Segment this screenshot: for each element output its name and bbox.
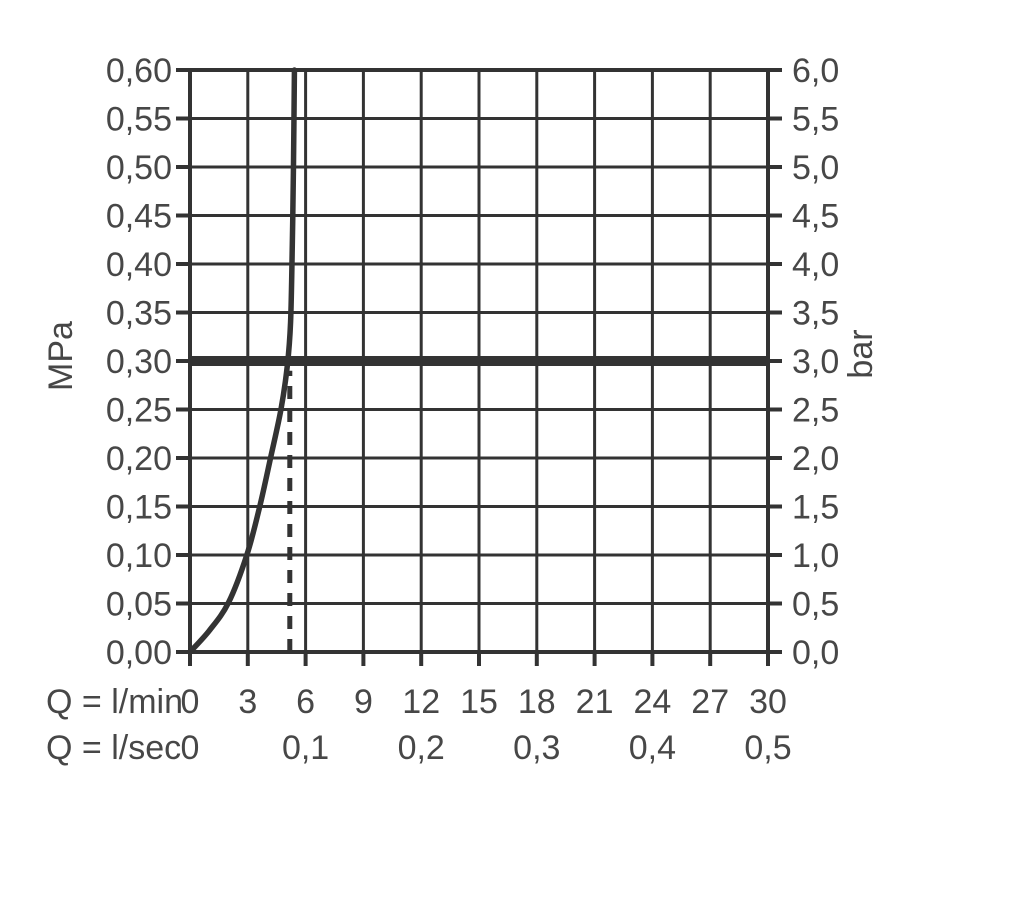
flow-lsec-tick-label: 0,2	[398, 729, 445, 767]
right-axis-tick-label: 2,0	[792, 440, 839, 478]
flow-lsec-tick-label: 0,4	[629, 729, 676, 767]
flow-lsec-axis-label: Q = l/sec	[46, 729, 181, 767]
left-axis-tick-label: 0,15	[106, 489, 172, 527]
left-axis-tick-label: 0,35	[106, 295, 172, 333]
left-axis-tick-label: 0,00	[106, 634, 172, 672]
right-axis-tick-label: 0,0	[792, 634, 839, 672]
flow-lmin-tick-label: 18	[518, 683, 556, 721]
right-axis-unit-label: bar	[842, 329, 880, 378]
right-axis-tick-label: 2,5	[792, 392, 839, 430]
left-axis-unit-label: MPa	[42, 321, 80, 391]
right-axis-tick-label: 3,5	[792, 295, 839, 333]
left-axis-tick-label: 0,55	[106, 101, 172, 139]
right-axis-tick-label: 4,5	[792, 198, 839, 236]
left-axis-tick-label: 0,30	[106, 343, 172, 381]
left-axis-tick-label: 0,60	[106, 52, 172, 90]
flow-lmin-tick-label: 30	[749, 683, 787, 721]
flow-lmin-tick-label: 21	[576, 683, 614, 721]
left-axis-tick-label: 0,45	[106, 198, 172, 236]
left-axis-tick-label: 0,40	[106, 246, 172, 284]
left-axis-tick-label: 0,10	[106, 537, 172, 575]
right-axis-tick-label: 0,5	[792, 586, 839, 624]
flow-lsec-tick-label: 0,3	[513, 729, 560, 767]
right-axis-tick-label: 3,0	[792, 343, 839, 381]
right-axis-tick-label: 5,5	[792, 101, 839, 139]
flow-lmin-tick-label: 15	[460, 683, 498, 721]
right-axis-tick-label: 6,0	[792, 52, 839, 90]
flow-lmin-tick-label: 27	[691, 683, 729, 721]
flow-lsec-tick-label: 0	[181, 729, 200, 767]
right-axis-tick-label: 1,5	[792, 489, 839, 527]
flow-lmin-tick-label: 9	[354, 683, 373, 721]
right-axis-tick-label: 4,0	[792, 246, 839, 284]
flow-lmin-tick-label: 6	[296, 683, 315, 721]
flow-lsec-tick-label: 0,5	[744, 729, 791, 767]
flow-lmin-axis-label: Q = l/min	[46, 683, 183, 721]
flow-lmin-tick-label: 24	[633, 683, 671, 721]
left-axis-tick-label: 0,50	[106, 149, 172, 187]
flow-lmin-tick-label: 3	[238, 683, 257, 721]
flow-lsec-tick-label: 0,1	[282, 729, 329, 767]
right-axis-tick-label: 5,0	[792, 149, 839, 187]
right-axis-tick-label: 1,0	[792, 537, 839, 575]
chart-generated-content: 0,600,550,500,450,400,350,300,250,200,15…	[106, 52, 839, 767]
flow-lmin-tick-label: 0	[181, 683, 200, 721]
left-axis-tick-label: 0,20	[106, 440, 172, 478]
flow-curve	[187, 67, 298, 655]
flow-lmin-tick-label: 12	[402, 683, 440, 721]
left-axis-tick-label: 0,05	[106, 586, 172, 624]
left-axis-tick-label: 0,25	[106, 392, 172, 430]
